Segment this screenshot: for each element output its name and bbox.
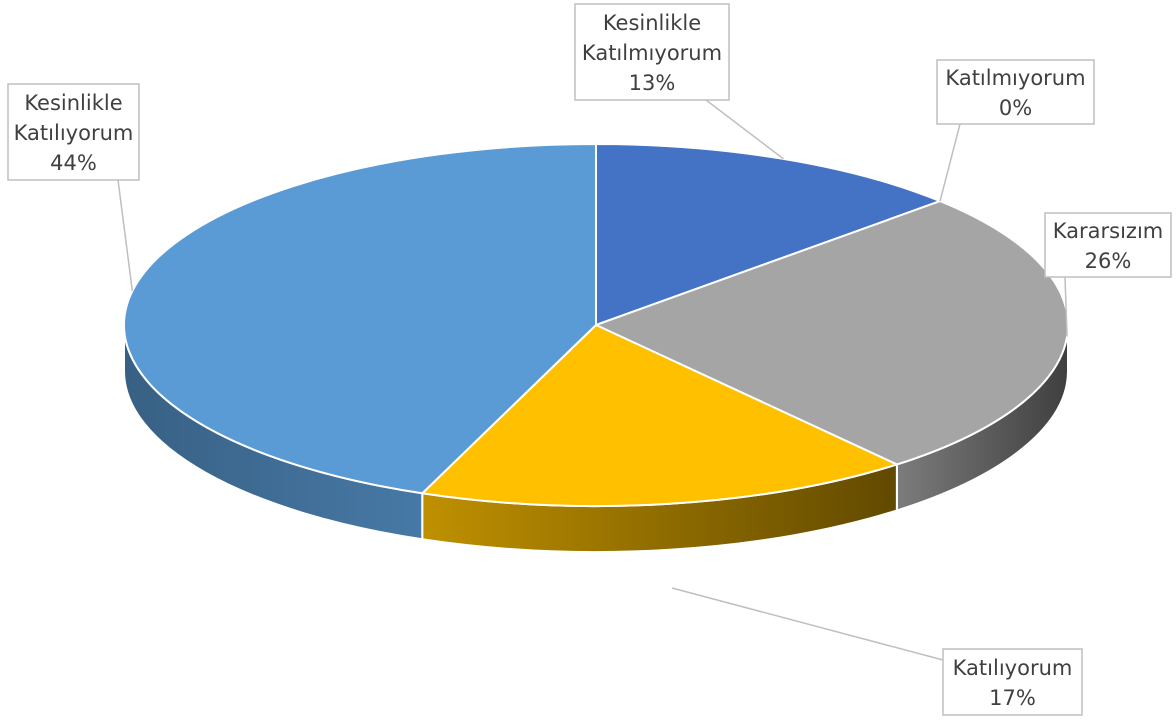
data-label-category-4-0: Kesinlikle (24, 91, 122, 115)
pie-slice-3 (420, 323, 900, 507)
leader-line-3 (671, 587, 944, 661)
data-label-box-3 (942, 648, 1083, 716)
data-label-percent-2: 26% (1085, 249, 1132, 273)
pie-slice-4 (123, 142, 597, 495)
data-label-box-0 (574, 3, 730, 101)
pie-side-walls (123, 324, 1069, 553)
data-label-box-4 (7, 83, 140, 181)
data-label-category-2-0: Kararsızım (1053, 219, 1164, 243)
leader-line-2 (1064, 276, 1068, 337)
leader-line-1 (939, 123, 961, 202)
data-label-box-2 (1044, 212, 1172, 278)
data-label-percent-1: 0% (999, 96, 1032, 120)
data-label-category-0-0: Kesinlikle (603, 11, 701, 35)
data-label-callouts: Kesinlikle Katılmıyorum 13% Katılmıyorum 0% K… (7, 3, 1172, 716)
data-label-category-3-0: Katılıyorum (953, 656, 1073, 680)
data-label-percent-3: 17% (989, 686, 1036, 710)
data-label-percent-4: 44% (50, 151, 97, 175)
leader-line-0 (705, 99, 784, 160)
data-label-category-0-1: Katılmıyorum (582, 41, 722, 65)
data-label-category-4-1: Katılıyorum (14, 121, 134, 145)
data-label-percent-0: 13% (629, 71, 676, 95)
data-label-category-1-0: Katılmıyorum (945, 66, 1085, 90)
data-label-box-1 (936, 59, 1095, 125)
leader-line-4 (117, 179, 134, 292)
pie-top-faces (123, 142, 1069, 507)
